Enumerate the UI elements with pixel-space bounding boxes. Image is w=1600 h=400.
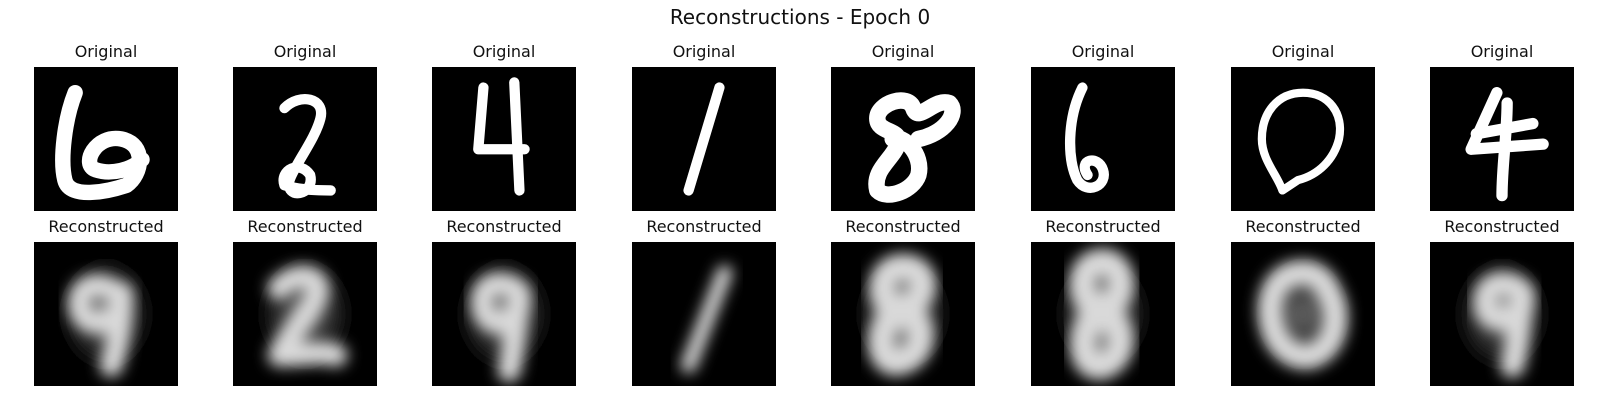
original-title-3: Original bbox=[472, 42, 536, 61]
original-digit-6-image bbox=[55, 85, 150, 201]
reconstructed-image-6 bbox=[1031, 242, 1175, 386]
reconstructed-digit-8-image bbox=[1056, 248, 1150, 380]
original-digit-2-image bbox=[278, 94, 336, 199]
figure-title: Reconstructions - Epoch 0 bbox=[669, 5, 931, 29]
original-digit-0-image bbox=[1257, 88, 1345, 195]
original-image-2 bbox=[233, 67, 377, 211]
original-image-4 bbox=[632, 67, 776, 211]
digit-stroke bbox=[68, 274, 133, 377]
digit-stroke bbox=[1465, 87, 1549, 202]
reconstructed-digit-9-image bbox=[457, 257, 551, 383]
original-image-5 bbox=[831, 67, 975, 211]
reconstructed-image-2 bbox=[233, 242, 377, 386]
original-digit-4-image bbox=[1465, 87, 1549, 202]
original-title-8: Original bbox=[1470, 42, 1534, 61]
original-digit-6-image bbox=[1065, 82, 1109, 193]
original-title-6: Original bbox=[1071, 42, 1135, 61]
original-image-8 bbox=[1430, 67, 1574, 211]
digit-stroke bbox=[1068, 248, 1135, 380]
original-digit-8-image bbox=[868, 92, 961, 203]
reconstructed-image-5 bbox=[831, 242, 975, 386]
digit-stroke bbox=[470, 272, 531, 383]
digit-stroke bbox=[683, 82, 725, 196]
original-digit-4-image bbox=[473, 77, 530, 196]
original-image-6 bbox=[1031, 67, 1175, 211]
digit-stroke bbox=[1257, 88, 1345, 195]
digit-stroke bbox=[267, 265, 348, 367]
reconstructed-title-4: Reconstructed bbox=[646, 217, 762, 236]
original-digit-1-image bbox=[683, 82, 725, 196]
reconstructed-digit-9-image bbox=[1455, 257, 1549, 378]
digit-stroke bbox=[473, 77, 530, 196]
digit-stroke bbox=[55, 85, 150, 201]
reconstructed-digit-8-image bbox=[856, 253, 950, 376]
reconstructed-title-3: Reconstructed bbox=[446, 217, 562, 236]
reconstructed-image-7 bbox=[1231, 242, 1375, 386]
digit-stroke bbox=[867, 253, 937, 376]
reconstructed-digit-0-image bbox=[1256, 257, 1350, 371]
original-title-2: Original bbox=[273, 42, 337, 61]
reconstructed-image-4 bbox=[632, 242, 776, 386]
original-image-7 bbox=[1231, 67, 1375, 211]
digit-stroke bbox=[1473, 271, 1535, 378]
reconstructed-title-5: Reconstructed bbox=[845, 217, 961, 236]
original-image-3 bbox=[432, 67, 576, 211]
original-title-7: Original bbox=[1271, 42, 1335, 61]
reconstructed-title-2: Reconstructed bbox=[247, 217, 363, 236]
reconstructed-title-6: Reconstructed bbox=[1045, 217, 1161, 236]
reconstructed-digit-9-image bbox=[59, 257, 153, 377]
original-title-1: Original bbox=[74, 42, 138, 61]
reconstructed-image-8 bbox=[1430, 242, 1574, 386]
reconstructed-title-8: Reconstructed bbox=[1444, 217, 1560, 236]
reconstructed-digit-2-image bbox=[258, 257, 352, 371]
digit-stroke bbox=[680, 265, 733, 374]
reconstructed-image-3 bbox=[432, 242, 576, 386]
digit-stroke bbox=[1065, 82, 1109, 193]
original-title-5: Original bbox=[871, 42, 935, 61]
reconstructed-digit-1-image bbox=[680, 265, 733, 374]
reconstructed-image-1 bbox=[34, 242, 178, 386]
original-title-4: Original bbox=[672, 42, 736, 61]
reconstructed-title-7: Reconstructed bbox=[1245, 217, 1361, 236]
digit-stroke bbox=[1257, 260, 1348, 370]
digit-stroke bbox=[278, 94, 336, 199]
digit-stroke bbox=[868, 92, 961, 203]
reconstructed-title-1: Reconstructed bbox=[48, 217, 164, 236]
original-image-1 bbox=[34, 67, 178, 211]
